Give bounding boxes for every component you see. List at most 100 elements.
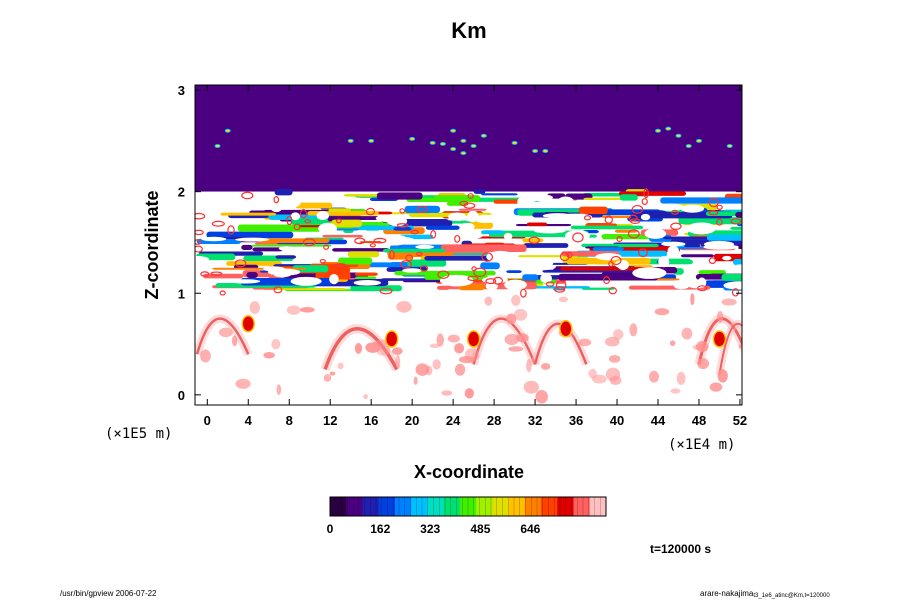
lower-blob xyxy=(654,308,670,316)
colorbar-swatch xyxy=(411,497,428,516)
turbulent-spot xyxy=(195,239,202,245)
upper-speck xyxy=(675,133,682,138)
lower-blob xyxy=(608,355,621,363)
lower-blob xyxy=(629,323,638,337)
x-tick-label: 40 xyxy=(610,413,624,428)
thermal-arc xyxy=(195,317,250,355)
x-axis-label: X-coordinate xyxy=(414,462,524,482)
turbulent-spot xyxy=(608,286,617,295)
turbulent-streak xyxy=(425,225,460,230)
colorbar-swatch xyxy=(524,497,542,516)
turbulent-spot xyxy=(400,260,412,269)
turbulent-spot xyxy=(195,245,203,253)
lower-blob xyxy=(516,333,529,343)
x-tick-label: 44 xyxy=(651,413,666,428)
turbulent-spot xyxy=(396,223,409,228)
lower-blob xyxy=(464,348,480,363)
turbulent-spot xyxy=(604,215,613,224)
y-axis: 0 1 2 3 xyxy=(178,83,742,403)
turbulent-spot xyxy=(365,207,376,216)
lower-layer-band xyxy=(195,293,742,405)
turbulent-streak xyxy=(382,248,446,253)
lower-blob xyxy=(429,343,440,349)
turbulent-gap xyxy=(267,268,301,276)
colorbar-swatch xyxy=(362,497,380,516)
lower-blob xyxy=(648,370,660,383)
turbulent-gap xyxy=(201,236,227,242)
colorbar-swatch xyxy=(476,497,493,516)
turbulent-spot xyxy=(566,251,573,259)
lower-blob xyxy=(558,296,568,303)
lower-blob xyxy=(454,363,466,376)
lower-blob xyxy=(329,371,336,376)
turbulent-spot xyxy=(389,249,395,260)
colorbar-tick-label: 485 xyxy=(470,522,490,536)
turbulent-spot xyxy=(545,281,555,287)
turbulent-streak xyxy=(619,194,638,201)
turbulent-spot xyxy=(430,230,437,239)
turbulent-spot xyxy=(467,193,474,200)
lower-blob xyxy=(396,301,412,313)
x-tick-label: 28 xyxy=(487,413,501,428)
thermal-arc xyxy=(533,322,588,365)
colorbar-swatch xyxy=(557,497,574,516)
turbulent-gap xyxy=(722,255,732,261)
x-tick-label: 20 xyxy=(405,413,419,428)
turbulent-streak xyxy=(328,208,351,212)
lower-blob xyxy=(669,340,676,347)
turbulent-gap xyxy=(521,193,553,202)
turbulent-spot xyxy=(399,208,406,214)
turbulent-spot xyxy=(716,204,723,210)
colorbar-swatch xyxy=(459,497,477,516)
turbulent-spot xyxy=(437,270,450,279)
turbulent-gap xyxy=(380,234,409,246)
lower-blob xyxy=(391,347,403,355)
turbulent-streak xyxy=(355,276,377,280)
turbulent-streak xyxy=(741,287,742,290)
turbulent-spot xyxy=(323,244,330,250)
colorbar-swatch xyxy=(378,497,396,516)
turbulent-streak xyxy=(481,193,518,196)
lower-blob xyxy=(200,349,211,363)
colorbar-swatch xyxy=(394,497,412,516)
turbulent-streak xyxy=(735,211,742,218)
turbulent-spot xyxy=(627,229,640,239)
lower-blob xyxy=(323,374,332,382)
turbulent-spot xyxy=(200,271,210,277)
turbulent-spot xyxy=(528,236,540,244)
turbulent-spot xyxy=(241,191,254,200)
turbulent-gap xyxy=(415,244,435,250)
turbulent-streak xyxy=(522,238,544,243)
upper-speck xyxy=(665,126,672,131)
turbulent-streak xyxy=(492,230,589,237)
footer-right: arare-nakajimat3_1e6_atinc@Km,t=120000 xyxy=(700,589,830,599)
turbulent-spot xyxy=(730,218,742,225)
turbulent-spot xyxy=(211,220,225,227)
turbulent-gap xyxy=(504,279,527,291)
turbulent-spot xyxy=(608,260,614,267)
turbulent-streak xyxy=(469,221,493,229)
upper-speck xyxy=(470,143,477,148)
upper-speck xyxy=(347,138,354,143)
turbulent-spot xyxy=(195,212,206,220)
footer-right-sub: t3_1e6_atinc@Km,t=120000 xyxy=(753,593,830,599)
turbulent-gap xyxy=(540,273,552,284)
colorbar-swatch xyxy=(589,497,607,516)
thermal-arc-halo xyxy=(530,319,591,366)
lower-blob xyxy=(464,388,474,399)
turbulent-spot xyxy=(234,259,247,268)
footer-right-main: arare-nakajima xyxy=(700,589,754,598)
x-axis: 0 4 8 12 16 20 24 28 32 36 40 44 48 52 xyxy=(204,85,747,428)
turbulent-gap xyxy=(658,256,670,268)
lower-blob xyxy=(709,382,723,392)
plot-area xyxy=(195,85,742,405)
turbulent-streak xyxy=(526,222,548,227)
turbulent-streak xyxy=(274,188,293,196)
turbulent-streak xyxy=(226,261,283,266)
turbulent-streak xyxy=(354,272,378,276)
lower-blob xyxy=(413,376,418,385)
turbulent-streak xyxy=(523,243,569,248)
x-tick-label: 8 xyxy=(286,413,293,428)
turbulent-streak xyxy=(376,192,423,200)
lower-blob xyxy=(276,384,282,395)
